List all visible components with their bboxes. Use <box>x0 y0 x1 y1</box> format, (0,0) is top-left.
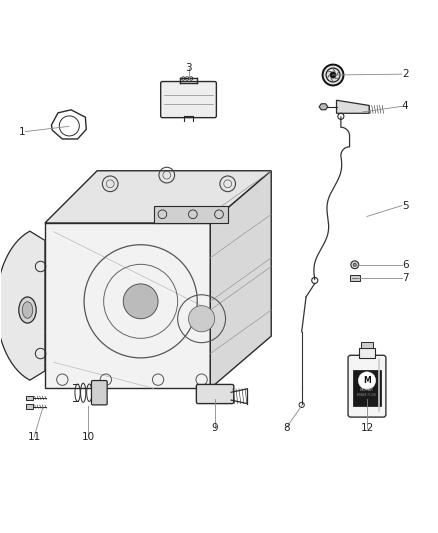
Text: M: M <box>363 376 371 385</box>
Text: 12: 12 <box>360 423 374 433</box>
Text: 2: 2 <box>402 69 408 79</box>
Circle shape <box>353 263 357 266</box>
FancyBboxPatch shape <box>348 356 386 417</box>
Circle shape <box>322 64 343 85</box>
FancyBboxPatch shape <box>196 384 234 403</box>
Polygon shape <box>0 231 45 380</box>
Ellipse shape <box>19 297 36 323</box>
Circle shape <box>123 284 158 319</box>
Text: 8: 8 <box>283 423 290 433</box>
Text: 1: 1 <box>19 126 25 136</box>
Text: 3: 3 <box>185 63 192 73</box>
Polygon shape <box>45 223 210 389</box>
Polygon shape <box>45 171 271 223</box>
Bar <box>353 370 381 406</box>
Text: 7: 7 <box>402 273 408 283</box>
Polygon shape <box>210 171 271 389</box>
FancyBboxPatch shape <box>92 381 107 405</box>
Text: 11: 11 <box>28 432 41 442</box>
Text: 4: 4 <box>402 101 408 111</box>
Bar <box>361 342 373 349</box>
Polygon shape <box>319 104 328 110</box>
Bar <box>26 405 33 409</box>
Circle shape <box>330 72 336 78</box>
Text: 10: 10 <box>82 432 95 442</box>
Bar <box>359 349 375 358</box>
Polygon shape <box>154 206 228 223</box>
Text: MOPAR: MOPAR <box>360 387 374 392</box>
Text: BRAKE FLUID: BRAKE FLUID <box>357 393 377 397</box>
Text: 6: 6 <box>402 260 408 270</box>
FancyBboxPatch shape <box>161 82 216 118</box>
Text: 9: 9 <box>212 423 218 433</box>
Bar <box>350 275 360 281</box>
Bar <box>26 396 33 400</box>
Ellipse shape <box>22 302 33 318</box>
Circle shape <box>351 261 359 269</box>
Polygon shape <box>336 100 369 114</box>
Circle shape <box>358 372 376 389</box>
Text: 5: 5 <box>402 200 408 211</box>
Circle shape <box>188 305 215 332</box>
